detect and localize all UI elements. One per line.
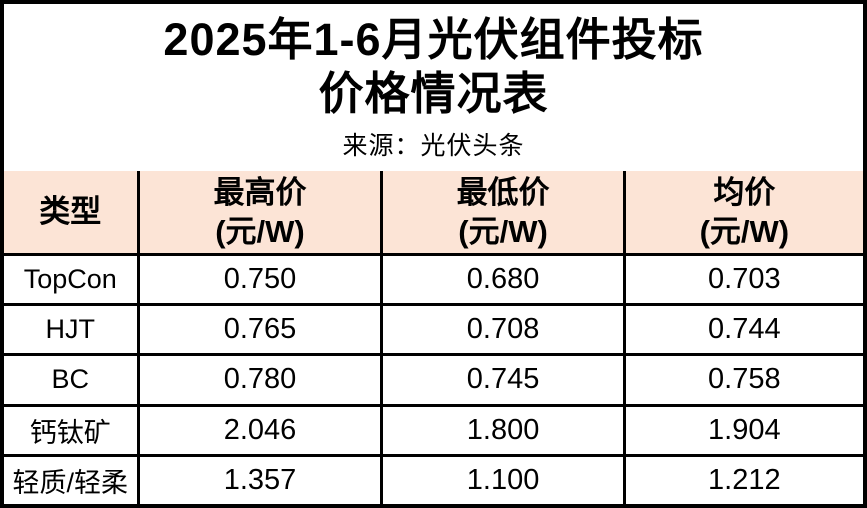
cell-min-price: 1.100 xyxy=(380,453,626,504)
col-header-avg-unit: (元/W) xyxy=(699,214,790,249)
page-title-line1: 2025年1-6月光伏组件投标 xyxy=(163,14,704,65)
table-header: 类型 最高价 (元/W) 最低价 (元/W) 均价 (元/W) xyxy=(4,171,863,256)
cell-avg-price: 0.703 xyxy=(622,252,863,307)
cell-max-price: 0.750 xyxy=(136,252,384,307)
cell-avg-price: 0.744 xyxy=(622,303,863,357)
col-header-type-label: 类型 xyxy=(39,194,102,229)
cell-type: 轻质/轻柔 xyxy=(4,453,140,504)
table-row-bc: BC 0.780 0.745 0.758 xyxy=(4,353,863,407)
cell-avg-price: 0.758 xyxy=(622,353,863,407)
col-header-max-price: 最高价 (元/W) xyxy=(136,171,384,256)
cell-min-price: 1.800 xyxy=(380,403,626,457)
cell-min-price: 0.745 xyxy=(380,353,626,407)
cell-max-price: 2.046 xyxy=(136,403,384,457)
page-title-line2: 价格情况表 xyxy=(318,68,549,119)
cell-type: HJT xyxy=(4,303,140,357)
table-row-hjt: HJT 0.765 0.708 0.744 xyxy=(4,303,863,357)
header-row: 类型 最高价 (元/W) 最低价 (元/W) 均价 (元/W) xyxy=(4,171,863,256)
cell-type: TopCon xyxy=(4,252,140,307)
col-header-avg-label: 均价 xyxy=(713,175,776,210)
col-header-min-unit: (元/W) xyxy=(458,214,548,249)
cell-max-price: 0.780 xyxy=(136,353,384,407)
source-label: 来源：光伏头条 xyxy=(342,132,525,160)
table-body: TopCon 0.750 0.680 0.703 HJT 0.765 0.708… xyxy=(4,252,863,504)
cell-avg-price: 1.904 xyxy=(622,403,863,457)
table-row-perovskite: 钙钛矿 2.046 1.800 1.904 xyxy=(4,403,863,457)
cell-max-price: 0.765 xyxy=(136,303,384,357)
cell-avg-price: 1.212 xyxy=(622,453,863,504)
col-header-min-price: 最低价 (元/W) xyxy=(380,171,626,256)
cell-max-price: 1.357 xyxy=(136,453,384,504)
col-header-avg-price: 均价 (元/W) xyxy=(622,171,863,256)
col-header-min-label: 最低价 xyxy=(456,175,550,210)
col-header-type: 类型 xyxy=(4,171,140,256)
cell-min-price: 0.708 xyxy=(380,303,626,357)
col-header-max-label: 最高价 xyxy=(213,175,307,210)
cell-type: 钙钛矿 xyxy=(4,403,140,457)
col-header-max-unit: (元/W) xyxy=(215,214,305,249)
price-table: 类型 最高价 (元/W) 最低价 (元/W) 均价 (元/W) TopCon xyxy=(4,171,863,504)
cell-type: BC xyxy=(4,353,140,407)
table-row-lightweight-flexible: 轻质/轻柔 1.357 1.100 1.212 xyxy=(4,453,863,504)
title-block: 2025年1-6月光伏组件投标 价格情况表 来源：光伏头条 xyxy=(4,4,863,161)
table-row-topcon: TopCon 0.750 0.680 0.703 xyxy=(4,252,863,307)
cell-min-price: 0.680 xyxy=(380,252,626,307)
